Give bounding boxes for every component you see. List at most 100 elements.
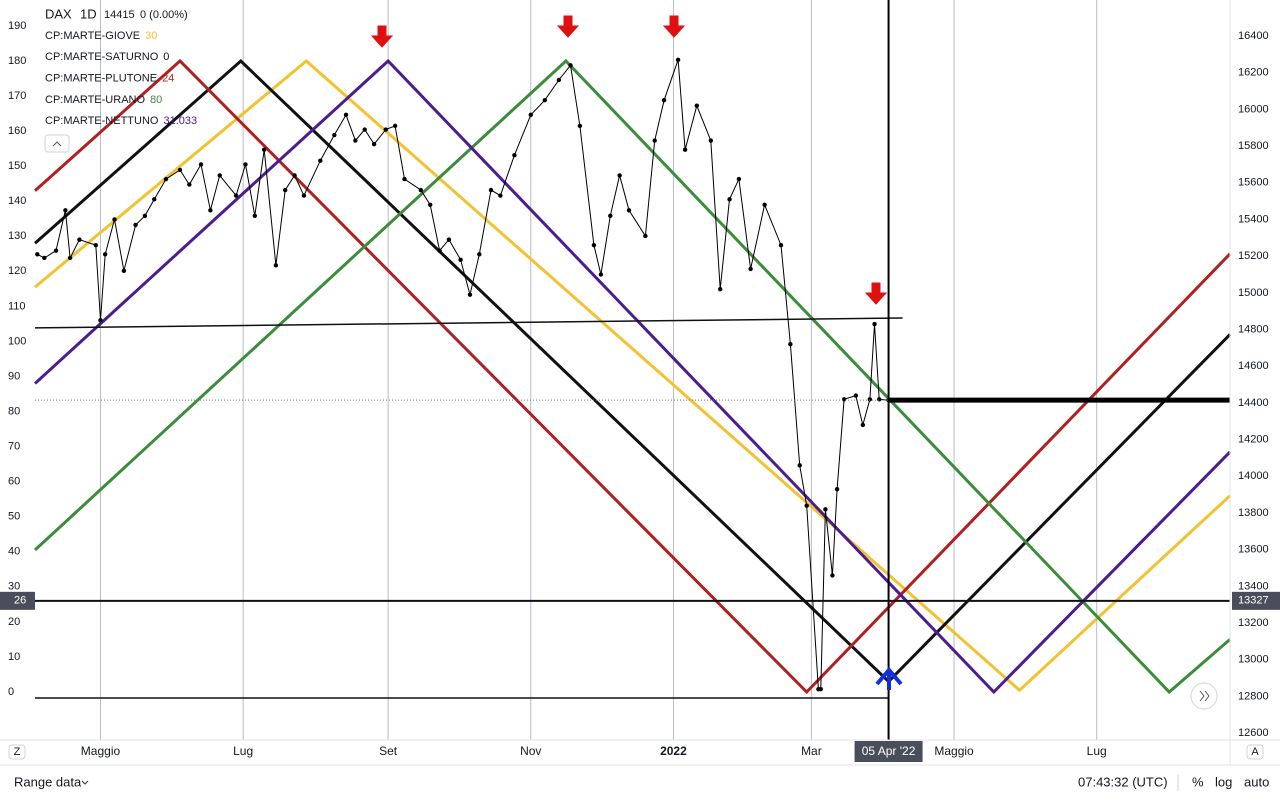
price-point <box>273 263 279 268</box>
price-point <box>458 257 463 263</box>
price-point <box>362 127 367 132</box>
y2-tick-label: 16400 <box>1238 30 1269 42</box>
series-line <box>33 58 1232 695</box>
price-point <box>556 77 562 83</box>
y2-tick-label: 15800 <box>1238 140 1269 152</box>
price-point <box>830 573 835 578</box>
scroll-icon <box>1199 690 1210 702</box>
y2-tick-label: 13400 <box>1238 580 1269 592</box>
range-caret <box>81 780 89 785</box>
price-point <box>708 138 714 143</box>
percent-button[interactable]: % <box>1192 774 1204 789</box>
level-right-box <box>1232 591 1280 610</box>
legend-name: CP:MARTE-SATURNO <box>45 51 159 63</box>
trendline <box>34 317 903 329</box>
price-point <box>872 321 877 327</box>
y-tick-label: 0 <box>8 686 14 698</box>
price-point <box>42 255 47 261</box>
y-tick-label: 90 <box>8 370 20 382</box>
y-tick-label: 150 <box>8 160 26 172</box>
price-point <box>762 202 767 207</box>
price-point <box>318 158 323 163</box>
price-point <box>818 686 823 692</box>
price-point <box>35 252 40 257</box>
price-point <box>853 393 859 398</box>
log-button[interactable]: log <box>1215 774 1232 789</box>
z-button[interactable] <box>8 744 26 760</box>
price-point <box>661 97 667 103</box>
y2-tick-label: 15200 <box>1238 250 1269 262</box>
y2-tick-label: 14600 <box>1238 360 1269 372</box>
price-point <box>112 217 117 222</box>
price-point <box>841 397 847 402</box>
y2-tick-label: 12600 <box>1238 727 1269 739</box>
x-tick-label: Maggio <box>934 744 974 758</box>
price-point <box>353 138 358 143</box>
y-tick-label: 140 <box>8 195 26 207</box>
price-point <box>626 208 632 213</box>
y2-tick-label: 14400 <box>1238 397 1269 409</box>
axes: Maggio Lug Set Nov 2022 Mar Maggio Lug 0 10 20 30 40… <box>0 20 1280 762</box>
y2-tick-label: 15600 <box>1238 177 1269 189</box>
y2-tick-label: 16200 <box>1238 67 1269 79</box>
price-point <box>717 286 723 292</box>
price-point <box>682 147 688 152</box>
x-tick-label: 2022 <box>660 744 687 758</box>
legend-value: 0 <box>163 51 169 63</box>
auto-button[interactable]: auto <box>1244 774 1269 789</box>
price-point <box>788 342 793 347</box>
price-point <box>77 237 82 242</box>
x-tick-label: Mar <box>801 744 822 758</box>
last-price: 14415 <box>104 9 135 21</box>
price-point <box>252 213 258 218</box>
arrow <box>864 282 888 305</box>
y-tick-label: 20 <box>8 616 20 628</box>
clock: 07:43:32 (UTC) <box>1078 774 1168 789</box>
y2-tick-label: 15000 <box>1238 287 1269 299</box>
legend-name: CP:MARTE-GIOVE <box>45 30 140 42</box>
level-label: 26 <box>14 595 26 607</box>
crosshair-label: 05 Apr '22 <box>862 744 916 758</box>
price-point <box>283 187 288 193</box>
price-point <box>488 187 494 193</box>
collapse-button[interactable] <box>44 134 70 153</box>
y-tick-label: 160 <box>8 125 26 137</box>
blue-arrow <box>875 666 903 690</box>
y-tick-label: 180 <box>8 55 26 67</box>
y2-tick-label: 16000 <box>1238 103 1269 115</box>
legend-name: CP:MARTE-PLUTONE <box>45 73 157 85</box>
price-point <box>598 272 604 277</box>
y-tick-label: 110 <box>8 300 26 312</box>
price-point <box>727 197 732 202</box>
y-tick-label: 10 <box>8 651 20 663</box>
price-point <box>418 187 424 193</box>
price-point <box>243 162 248 167</box>
price-point <box>402 176 407 182</box>
price-point <box>877 397 882 402</box>
price-point <box>371 142 377 147</box>
price-point <box>528 112 533 118</box>
interval: 1D <box>80 6 97 21</box>
price-point <box>53 248 59 253</box>
price-point <box>591 242 597 248</box>
y-tick-label: 30 <box>8 581 20 593</box>
legend: DAX 1D 14415 0 (0.00%) CP:MARTE-GIOVE 30C… <box>44 6 197 153</box>
y-tick-label: 50 <box>8 511 20 523</box>
y-tick-label: 190 <box>8 20 26 32</box>
a-button[interactable] <box>1246 744 1264 760</box>
y-tick-label: 170 <box>8 90 26 102</box>
y2-tick-label: 13600 <box>1238 544 1269 556</box>
level-right-label: 13327 <box>1238 595 1269 607</box>
plot <box>33 0 1232 740</box>
price-point <box>446 237 452 242</box>
price-point <box>498 193 503 198</box>
y2-tick-label: 14800 <box>1238 323 1269 335</box>
legend-value: 31.033 <box>163 115 197 127</box>
price-point <box>208 208 213 213</box>
series-line <box>33 58 1231 695</box>
range-button[interactable]: Range data <box>14 774 82 789</box>
price-point <box>163 176 169 182</box>
arrow <box>662 15 686 38</box>
